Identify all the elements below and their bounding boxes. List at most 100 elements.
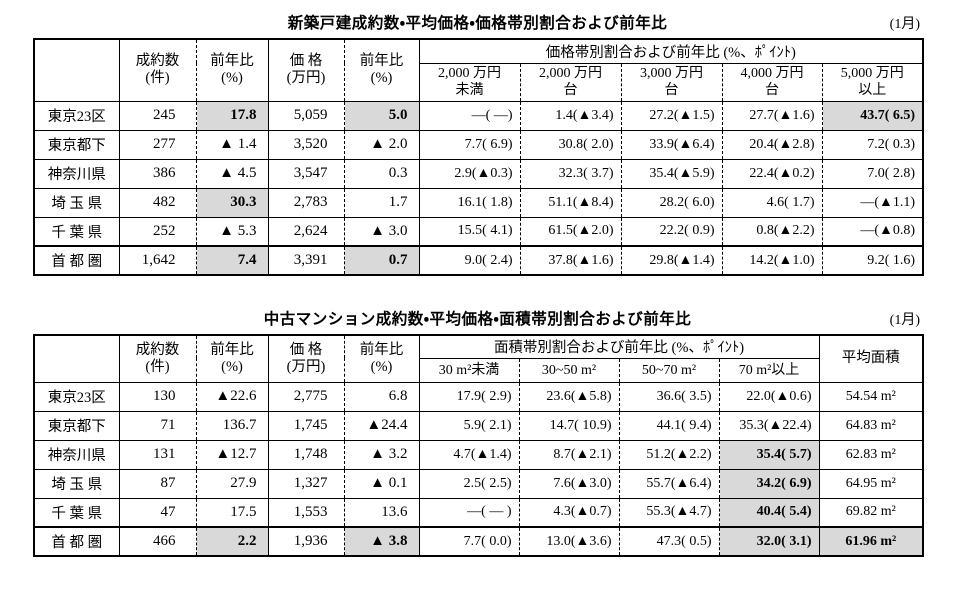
band-cell: 20.4(▲2.8): [721, 129, 822, 159]
band-cell: 55.7(▲6.4): [618, 468, 719, 498]
price-cell: 3,520: [267, 129, 344, 159]
price-yoy-cell: 1.7: [343, 187, 419, 217]
band-cell: 4.3(▲0.7): [518, 497, 619, 527]
table2-month-label: (1月): [889, 313, 920, 328]
contracts-cell: 466: [118, 526, 196, 556]
region-cell: 東京23区: [34, 100, 119, 130]
band-cell: 35.3(▲22.4): [718, 410, 819, 440]
region-cell: 千 葉 県: [34, 497, 119, 527]
table1-title: 新築戸建成約数・平均価格・価格帯別割合および前年比: [287, 15, 668, 32]
band-cell: 16.1( 1.8): [418, 187, 520, 217]
region-cell: 東京23区: [34, 381, 119, 411]
band-cell: 30.8( 2.0): [519, 129, 621, 159]
table-row: 東京都下 71 136.7 1,745 ▲24.4 5.9( 2.1) 14.7( 10.9…: [34, 410, 923, 440]
table-row-total: 首 都 圏 1,642 7.4 3,391 0.7 9.0( 2.4) 37.8(▲1.6)…: [34, 245, 924, 275]
band-cell: —( —): [418, 100, 520, 130]
table-row: 東京23区 130 ▲22.6 2,775 6.8 17.9( 2.9) 23.6(▲5.8…: [34, 381, 923, 411]
contracts-cell: 245: [118, 100, 196, 130]
price-yoy-cell: ▲ 3.0: [343, 216, 419, 246]
contracts-cell: 1,642: [118, 245, 196, 275]
band-cell: 0.8(▲2.2): [721, 216, 822, 246]
region-cell: 千 葉 県: [34, 216, 119, 246]
price-cell: 1,748: [267, 439, 344, 469]
band-cell: 40.4( 5.4): [718, 497, 819, 527]
col-header-contracts: 成約数 (件): [118, 335, 196, 382]
header-row-bands: 30 m²未満 30~50 m² 50~70 m² 70 m²以上: [34, 357, 923, 382]
band-cell: —( — ): [418, 497, 519, 527]
avg-area-cell: 69.82 m²: [818, 497, 923, 527]
header-row-main: 成約数 (件) 前年比 (%) 価 格 (万円) 前年比 (%) 面積帯別割合および前年…: [34, 335, 923, 382]
region-cell: 神奈川県: [34, 439, 119, 469]
contracts-yoy-cell: 27.9: [195, 468, 268, 498]
contracts-cell: 71: [118, 410, 196, 440]
region-cell: 首 都 圏: [34, 526, 119, 556]
band-cell: 23.6(▲5.8): [518, 381, 619, 411]
price-cell: 1,745: [267, 410, 344, 440]
contracts-yoy-cell: 136.7: [195, 410, 268, 440]
band-header-50-70: 50~70 m²: [618, 357, 719, 382]
band-cell: 47.3( 0.5): [618, 526, 719, 556]
region-cell: 東京都下: [34, 129, 119, 159]
band-cell: 55.3(▲4.7): [618, 497, 719, 527]
band-cell: 43.7( 6.5): [821, 100, 924, 130]
new-houses-table: 成約数 (件) 前年比 (%) 価 格 (万円) 前年比 (%) 価格帯別割合および前年…: [33, 38, 925, 276]
band-cell: —(▲0.8): [821, 216, 924, 246]
region-cell: 東京都下: [34, 410, 119, 440]
contracts-yoy-cell: ▲22.6: [195, 381, 268, 411]
band-cell: 34.2( 6.9): [718, 468, 819, 498]
contracts-cell: 130: [118, 381, 196, 411]
contracts-yoy-cell: ▲ 1.4: [195, 129, 268, 159]
band-cell: 22.2( 0.9): [620, 216, 722, 246]
table-row: 東京23区 245 17.8 5,059 5.0 —( —) 1.4(▲3.4) 27.2(▲…: [34, 100, 924, 130]
col-header-contracts-yoy: 前年比 (%): [195, 39, 268, 101]
band-header-over-5000: 5,000 万円 以上: [821, 62, 924, 101]
corner-cell: [34, 39, 119, 101]
table-row: 神奈川県 131 ▲12.7 1,748 ▲ 3.2 4.7(▲1.4) 8.7(▲2.1)…: [34, 439, 923, 469]
region-cell: 埼 玉 県: [34, 187, 119, 217]
contracts-cell: 87: [118, 468, 196, 498]
price-yoy-cell: ▲ 3.8: [343, 526, 419, 556]
price-yoy-cell: 5.0: [343, 100, 419, 130]
band-header-3000s: 3,000 万円台: [620, 62, 722, 101]
band-cell: 35.4( 5.7): [718, 439, 819, 469]
price-yoy-cell: 6.8: [343, 381, 419, 411]
band-cell: 14.2(▲1.0): [721, 245, 822, 275]
band-cell: 44.1( 9.4): [618, 410, 719, 440]
table-row-total: 首 都 圏 466 2.2 1,936 ▲ 3.8 7.7( 0.0) 13.0(▲3.6)…: [34, 526, 923, 556]
contracts-cell: 47: [118, 497, 196, 527]
price-yoy-cell: ▲ 3.2: [343, 439, 419, 469]
band-cell: 32.3( 3.7): [519, 158, 621, 188]
col-header-price-yoy: 前年比 (%): [343, 335, 419, 382]
price-yoy-cell: ▲24.4: [343, 410, 419, 440]
band-cell: 61.5(▲2.0): [519, 216, 621, 246]
contracts-cell: 131: [118, 439, 196, 469]
price-yoy-cell: 13.6: [343, 497, 419, 527]
avg-area-cell: 64.95 m²: [818, 468, 923, 498]
band-cell: 1.4(▲3.4): [519, 100, 621, 130]
corner-cell: [34, 335, 119, 382]
band-header-4000s: 4,000 万円台: [721, 62, 822, 101]
band-cell: 32.0( 3.1): [718, 526, 819, 556]
band-cell: 51.1(▲8.4): [519, 187, 621, 217]
band-cell: 36.6( 3.5): [618, 381, 719, 411]
table1-month-label: (1月): [889, 17, 920, 32]
price-cell: 2,624: [267, 216, 344, 246]
band-cell: 2.9(▲0.3): [418, 158, 520, 188]
band-cell: 28.2( 6.0): [620, 187, 722, 217]
col-header-price-yoy: 前年比 (%): [343, 39, 419, 101]
band-header-under-2000: 2,000 万円 未満: [418, 62, 520, 101]
used-condos-table: 成約数 (件) 前年比 (%) 価 格 (万円) 前年比 (%) 面積帯別割合および前年…: [33, 334, 924, 557]
table-row: 埼 玉 県 482 30.3 2,783 1.7 16.1( 1.8) 51.1(▲8.4)…: [34, 187, 924, 217]
band-cell: 7.0( 2.8): [821, 158, 924, 188]
band-header-over-70: 70 m²以上: [718, 357, 819, 382]
band-cell: 27.7(▲1.6): [721, 100, 822, 130]
band-cell: 37.8(▲1.6): [519, 245, 621, 275]
table-row: 東京都下 277 ▲ 1.4 3,520 ▲ 2.0 7.7( 6.9) 30.8( 2.0…: [34, 129, 924, 159]
table-row: 神奈川県 386 ▲ 4.5 3,547 0.3 2.9(▲0.3) 32.3( 3.7) 3…: [34, 158, 924, 188]
band-header-30-50: 30~50 m²: [518, 357, 619, 382]
contracts-yoy-cell: 17.8: [195, 100, 268, 130]
table-row: 千 葉 県 252 ▲ 5.3 2,624 ▲ 3.0 15.5( 4.1) 61.5(▲2…: [34, 216, 924, 246]
band-cell: 22.0(▲0.6): [718, 381, 819, 411]
price-cell: 2,783: [267, 187, 344, 217]
